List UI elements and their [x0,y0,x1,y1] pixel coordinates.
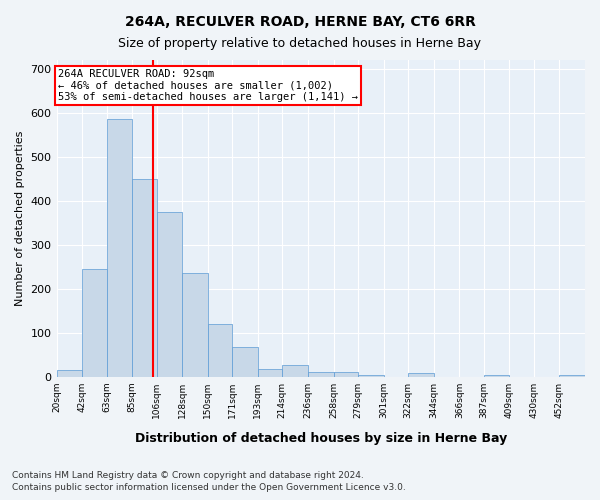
Bar [358,374,383,377]
Text: Contains public sector information licensed under the Open Government Licence v3: Contains public sector information licen… [12,484,406,492]
Text: 264A RECULVER ROAD: 92sqm
← 46% of detached houses are smaller (1,002)
53% of se: 264A RECULVER ROAD: 92sqm ← 46% of detac… [58,69,358,102]
Bar [232,347,258,377]
Bar [258,369,283,377]
Bar [56,370,82,377]
Bar [132,179,157,377]
Text: Size of property relative to detached houses in Herne Bay: Size of property relative to detached ho… [119,38,482,51]
Text: Contains HM Land Registry data © Crown copyright and database right 2024.: Contains HM Land Registry data © Crown c… [12,471,364,480]
Bar [334,372,358,377]
Bar [208,324,232,377]
Bar [484,374,509,377]
Bar [283,364,308,377]
X-axis label: Distribution of detached houses by size in Herne Bay: Distribution of detached houses by size … [134,432,507,445]
Bar [408,374,434,377]
Bar [182,274,208,377]
Text: 264A, RECULVER ROAD, HERNE BAY, CT6 6RR: 264A, RECULVER ROAD, HERNE BAY, CT6 6RR [125,15,475,29]
Y-axis label: Number of detached properties: Number of detached properties [15,130,25,306]
Bar [308,372,334,377]
Bar [82,269,107,377]
Bar [157,212,182,377]
Bar [107,120,132,377]
Bar [559,374,585,377]
